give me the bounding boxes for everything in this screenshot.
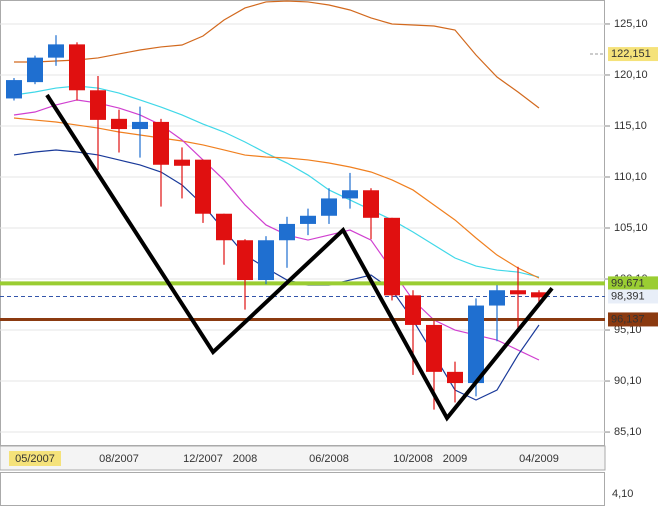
x-tick-label: 2008 [233,453,257,465]
x-tick-label: 05/2007 [15,453,55,465]
candle-body [153,121,169,165]
pattern-line [45,93,554,422]
candle-body [216,213,232,241]
x-tick-label: 2009 [443,453,467,465]
x-tick-label: 12/2007 [183,453,223,465]
candle-body [174,159,190,166]
candle-body [48,44,64,58]
x-tick-label: 10/2008 [393,453,433,465]
level-label: 99,671 [611,277,645,289]
candle-body [258,240,274,281]
y-tick-label: 95,10 [614,324,642,336]
candle-body [300,215,316,224]
y-tick-label: 85,10 [614,426,642,438]
level-label: 122,151 [611,48,651,60]
x-tick-label: 06/2008 [309,453,349,465]
x-tick-label: 04/2009 [519,453,559,465]
candle-body [132,121,148,130]
level-label: 96,137 [611,313,645,325]
candle-body [237,240,253,281]
candle-body [510,290,526,295]
candle-body [27,57,43,83]
candle-body [111,118,127,130]
candle-body [342,190,358,199]
candle-body [468,305,484,384]
level-label-box [608,47,658,62]
y-tick-label: 125,10 [614,18,648,30]
candle-body [531,292,547,298]
x-tick-label: 08/2007 [99,453,139,465]
x-label-highlight [9,451,61,466]
candle-body [405,295,421,325]
lower-panel [0,472,605,506]
candle-body [363,190,379,218]
y-tick-label: 120,10 [614,69,648,81]
candle-body [321,198,337,216]
x-axis-strip [0,445,606,471]
candle-body [69,44,85,91]
candle-body [195,159,211,214]
candle-body [447,371,463,384]
y-tick-label: 105,10 [614,222,648,234]
level-label: 98,391 [611,290,645,302]
level-label-box [608,276,658,291]
candle-body [489,290,505,306]
candle-body [426,324,442,372]
level-label-box [608,289,658,304]
y-tick-label: 115,10 [614,120,647,132]
candle-body [90,90,106,120]
moving-average [13,149,540,401]
moving-average [13,117,540,279]
y-tick-label: 110,10 [614,171,647,183]
lower-panel-tick: 4,10 [612,488,633,500]
candle-body [384,217,400,296]
candle-body [279,223,295,241]
moving-average [14,0,540,109]
level-label-box [608,312,658,327]
y-tick-label: 90,10 [614,375,642,387]
candle-body [6,80,22,99]
